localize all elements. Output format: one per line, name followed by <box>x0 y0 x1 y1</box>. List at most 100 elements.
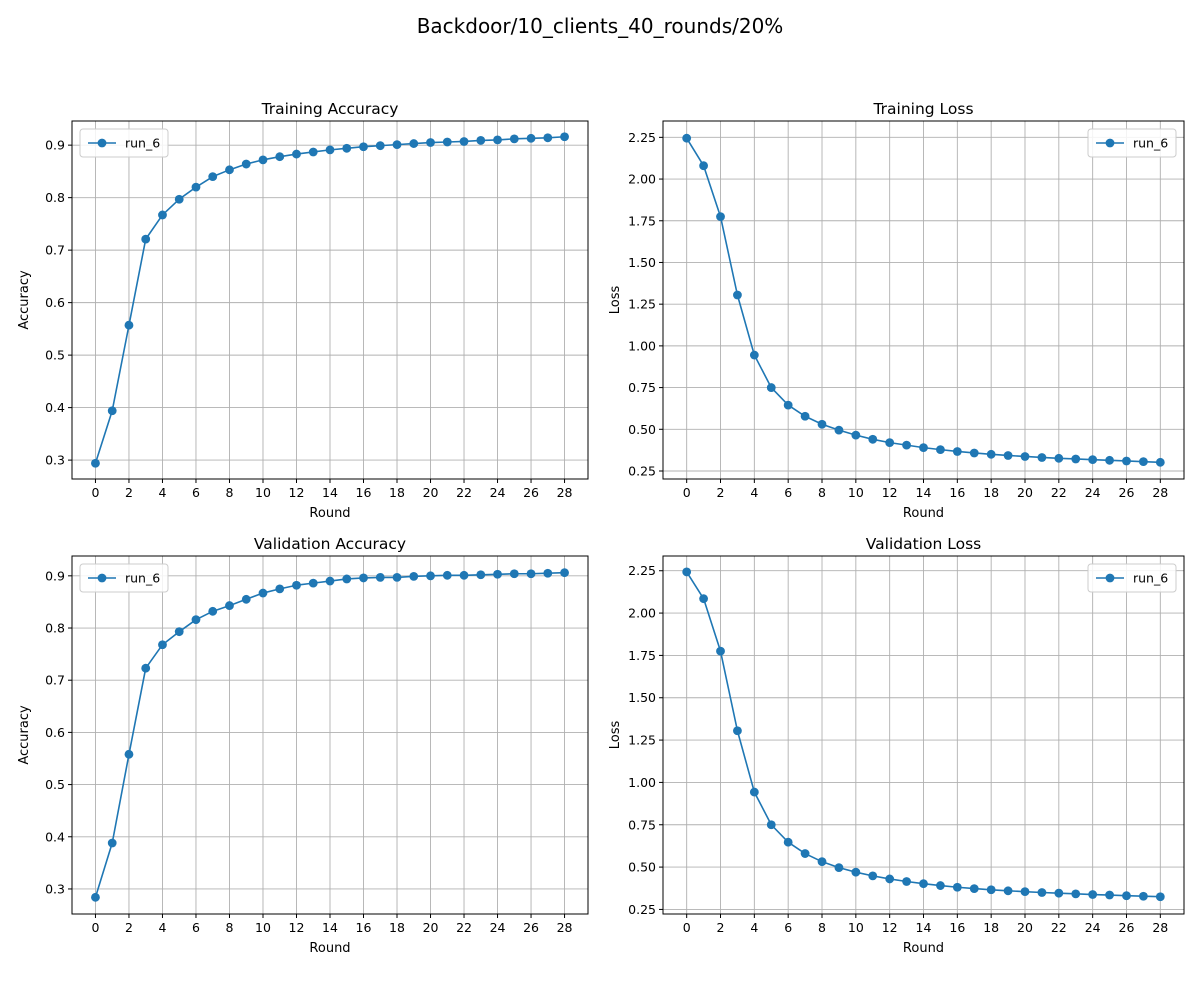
data-point <box>733 290 742 300</box>
data-point <box>292 149 301 159</box>
data-point <box>749 350 759 360</box>
data-point <box>1054 888 1064 898</box>
data-point <box>1088 455 1098 465</box>
legend: run_6 <box>79 128 169 158</box>
data-point <box>375 141 385 151</box>
data-point <box>392 572 402 582</box>
data-point <box>174 627 184 637</box>
data-point <box>426 571 435 581</box>
data-point <box>426 138 435 147</box>
y-tick-label: 0.6 <box>45 725 65 740</box>
x-tick-label: 12 <box>289 920 305 935</box>
data-point <box>258 155 268 165</box>
x-axis-label: Round <box>903 941 944 956</box>
data-point <box>1071 889 1081 899</box>
x-tick-label: 12 <box>289 485 305 500</box>
data-point <box>766 820 776 830</box>
legend-box <box>79 563 169 593</box>
data-point <box>1071 454 1081 464</box>
data-point <box>124 320 134 330</box>
y-tick-label: 0.6 <box>45 295 65 310</box>
legend-marker <box>1105 138 1115 148</box>
data-point <box>716 212 725 221</box>
data-point <box>783 837 793 847</box>
data-point <box>526 133 536 143</box>
subplot-title: Training Loss <box>872 100 973 118</box>
data-point <box>936 881 945 890</box>
data-point <box>1122 456 1131 466</box>
y-tick-label: 0.75 <box>628 380 656 395</box>
data-point <box>107 406 117 416</box>
data-point <box>375 572 385 582</box>
data-point <box>493 135 502 145</box>
x-tick-label: 26 <box>523 485 539 500</box>
data-point <box>359 142 368 152</box>
x-tick-label: 24 <box>490 920 506 935</box>
x-axis-label: Round <box>903 506 944 521</box>
data-point <box>885 438 895 448</box>
y-tick-label: 0.50 <box>628 422 656 437</box>
legend-label: run_6 <box>125 571 160 586</box>
data-point <box>936 445 945 455</box>
data-point <box>783 400 793 410</box>
y-tick-label: 0.9 <box>45 568 65 583</box>
y-tick-label: 1.25 <box>628 297 656 312</box>
x-tick-label: 4 <box>750 485 758 500</box>
data-point <box>225 165 234 175</box>
y-tick-label: 0.7 <box>45 243 65 258</box>
data-point <box>292 580 301 590</box>
y-axis-label: Accuracy <box>17 705 32 765</box>
data-point <box>1139 891 1148 901</box>
y-tick-label: 1.25 <box>628 733 656 748</box>
data-point <box>191 182 201 192</box>
y-tick-label: 2.25 <box>628 563 656 578</box>
x-tick-label: 2 <box>717 920 725 935</box>
x-tick-label: 18 <box>983 485 999 500</box>
x-tick-label: 8 <box>818 485 826 500</box>
x-tick-label: 22 <box>456 920 472 935</box>
x-tick-label: 28 <box>1152 920 1168 935</box>
x-tick-label: 6 <box>192 920 200 935</box>
data-point <box>851 867 861 877</box>
data-point <box>258 588 268 598</box>
data-point <box>442 570 452 580</box>
x-tick-label: 2 <box>125 920 133 935</box>
data-point <box>141 234 151 244</box>
data-point <box>885 874 895 884</box>
x-tick-label: 16 <box>356 920 372 935</box>
x-tick-label: 6 <box>192 485 200 500</box>
x-tick-label: 16 <box>949 485 965 500</box>
y-tick-label: 1.50 <box>628 690 656 705</box>
data-point <box>699 161 708 171</box>
data-point <box>1088 890 1098 899</box>
y-tick-label: 2.00 <box>628 172 656 187</box>
data-point <box>442 137 452 147</box>
data-point <box>560 132 569 142</box>
data-point <box>476 570 486 580</box>
x-tick-label: 18 <box>983 920 999 935</box>
y-axis-label: Loss <box>608 286 623 315</box>
data-point <box>225 601 234 610</box>
legend: run_6 <box>79 563 169 593</box>
data-point <box>509 569 519 579</box>
x-tick-label: 16 <box>356 485 372 500</box>
data-point <box>952 882 962 892</box>
data-point <box>716 646 725 656</box>
data-point <box>392 140 402 150</box>
x-tick-label: 2 <box>125 485 133 500</box>
data-point <box>459 137 469 146</box>
data-point <box>342 574 352 584</box>
x-tick-label: 20 <box>1017 485 1033 500</box>
data-point <box>141 663 151 673</box>
data-point <box>919 879 928 889</box>
data-point <box>308 578 318 588</box>
x-tick-label: 18 <box>389 485 405 500</box>
grid-lines <box>663 556 1184 914</box>
x-tick-label: 14 <box>916 485 932 500</box>
legend-box <box>1087 128 1177 158</box>
data-point <box>308 147 318 157</box>
y-tick-label: 0.7 <box>45 673 65 688</box>
y-axis-label: Loss <box>608 721 623 750</box>
data-point <box>275 584 285 594</box>
